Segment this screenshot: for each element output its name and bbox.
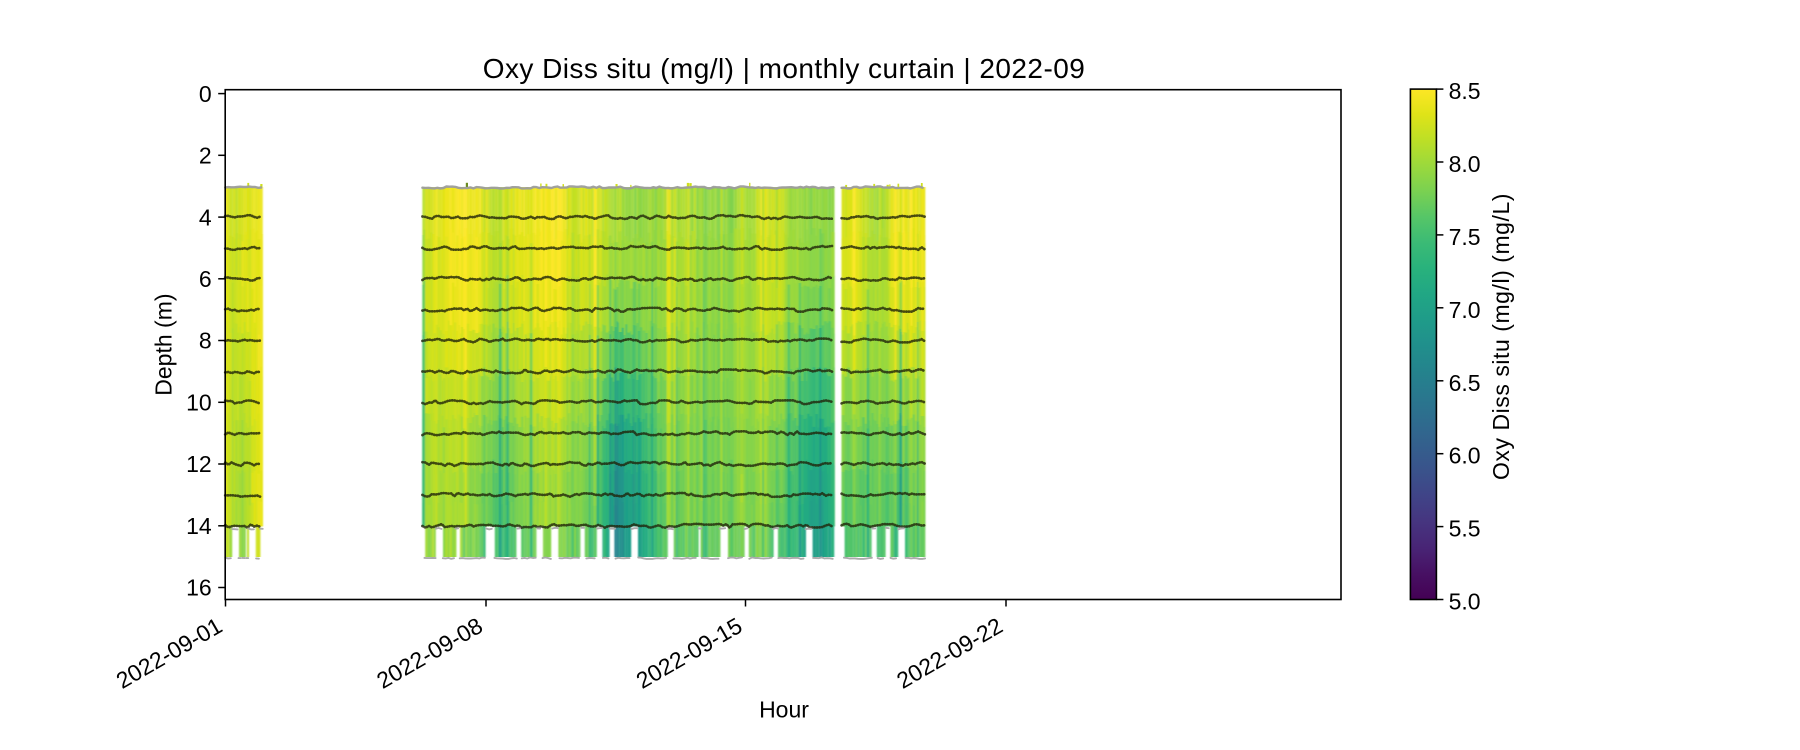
svg-text:5.0: 5.0 bbox=[1449, 589, 1481, 615]
svg-text:Hour: Hour bbox=[759, 697, 809, 723]
svg-text:8.5: 8.5 bbox=[1449, 78, 1481, 104]
svg-text:Depth (m): Depth (m) bbox=[151, 293, 177, 395]
svg-text:Oxy Diss situ (mg/l) | monthly: Oxy Diss situ (mg/l) | monthly curtain |… bbox=[483, 53, 1086, 84]
svg-text:2: 2 bbox=[199, 143, 212, 169]
svg-text:16: 16 bbox=[186, 575, 212, 601]
svg-text:8.0: 8.0 bbox=[1449, 151, 1481, 177]
svg-text:6.0: 6.0 bbox=[1449, 443, 1481, 469]
svg-text:8: 8 bbox=[199, 328, 212, 354]
svg-text:12: 12 bbox=[186, 451, 212, 477]
svg-text:0: 0 bbox=[199, 81, 212, 107]
svg-text:5.5: 5.5 bbox=[1449, 516, 1481, 542]
svg-text:4: 4 bbox=[199, 204, 212, 230]
svg-text:6: 6 bbox=[199, 266, 212, 292]
svg-text:Oxy Diss situ (mg/l) (mg/L): Oxy Diss situ (mg/l) (mg/L) bbox=[1488, 193, 1514, 480]
svg-text:7.5: 7.5 bbox=[1449, 224, 1481, 250]
svg-text:14: 14 bbox=[186, 513, 212, 539]
svg-text:7.0: 7.0 bbox=[1449, 297, 1481, 323]
svg-text:6.5: 6.5 bbox=[1449, 370, 1481, 396]
svg-text:10: 10 bbox=[186, 390, 212, 416]
